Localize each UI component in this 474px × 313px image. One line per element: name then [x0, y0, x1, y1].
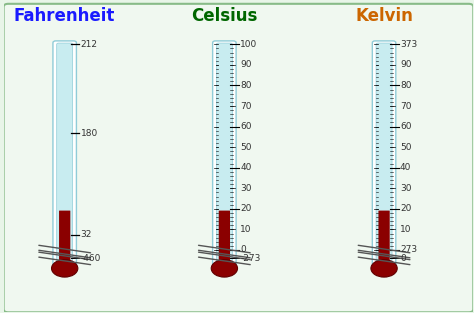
FancyBboxPatch shape [57, 43, 73, 265]
FancyBboxPatch shape [217, 43, 232, 265]
Text: Fahrenheit: Fahrenheit [14, 7, 115, 25]
Text: 32: 32 [81, 230, 92, 239]
Text: 80: 80 [240, 81, 252, 90]
Text: 30: 30 [400, 184, 411, 193]
Text: 50: 50 [400, 143, 411, 152]
Text: 20: 20 [240, 204, 252, 213]
Text: 70: 70 [400, 101, 411, 110]
Text: 80: 80 [400, 81, 411, 90]
Text: 20: 20 [400, 204, 411, 213]
Text: -460: -460 [81, 254, 101, 263]
Circle shape [211, 260, 237, 277]
Text: 373: 373 [400, 40, 417, 49]
Text: 90: 90 [240, 60, 252, 69]
Text: 90: 90 [400, 60, 411, 69]
Text: 40: 40 [400, 163, 411, 172]
Text: 0: 0 [400, 254, 406, 263]
Text: 273: 273 [400, 245, 417, 254]
FancyBboxPatch shape [376, 43, 392, 265]
Text: 60: 60 [240, 122, 252, 131]
FancyBboxPatch shape [219, 211, 230, 266]
Text: 70: 70 [240, 101, 252, 110]
Text: 40: 40 [240, 163, 252, 172]
Text: 100: 100 [240, 40, 257, 49]
Text: 180: 180 [81, 129, 98, 138]
Circle shape [52, 260, 78, 277]
FancyBboxPatch shape [53, 41, 76, 269]
FancyBboxPatch shape [213, 41, 236, 269]
Text: -273: -273 [240, 254, 261, 263]
Text: 212: 212 [81, 40, 98, 49]
FancyBboxPatch shape [4, 4, 474, 312]
Text: 30: 30 [240, 184, 252, 193]
Text: Celsius: Celsius [191, 7, 257, 25]
FancyBboxPatch shape [378, 211, 390, 266]
Text: 10: 10 [240, 225, 252, 234]
FancyBboxPatch shape [372, 41, 396, 269]
Circle shape [371, 260, 397, 277]
Text: 60: 60 [400, 122, 411, 131]
Text: Kelvin: Kelvin [355, 7, 413, 25]
Text: 50: 50 [240, 143, 252, 152]
FancyBboxPatch shape [59, 211, 70, 266]
Text: 10: 10 [400, 225, 411, 234]
Text: 0: 0 [240, 245, 246, 254]
